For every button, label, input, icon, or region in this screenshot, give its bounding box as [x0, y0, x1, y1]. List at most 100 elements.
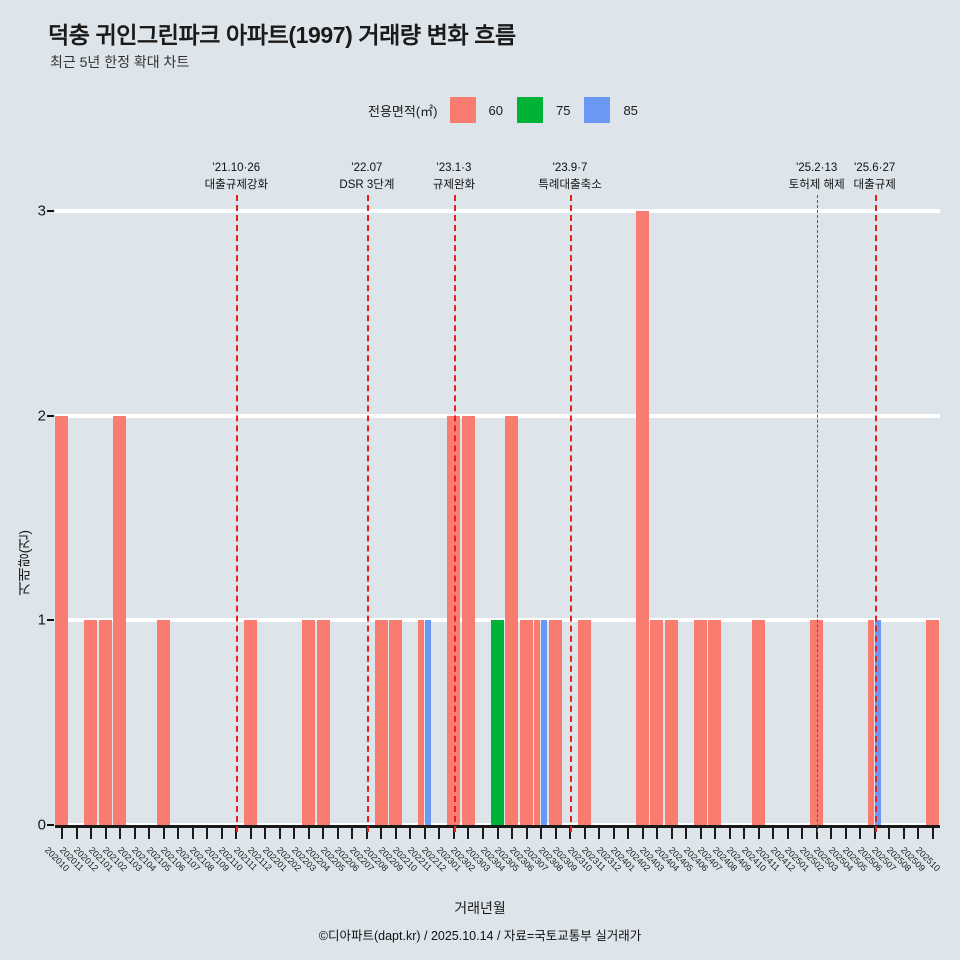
x-axis-tick-mark: [467, 827, 470, 839]
x-axis-tick-mark: [699, 827, 702, 839]
x-axis-tick-mark: [220, 827, 223, 839]
bar[interactable]: [316, 620, 330, 825]
y-axis-tick-mark: [47, 824, 54, 826]
x-axis-tick-mark: [801, 827, 804, 839]
x-axis-tick-mark: [656, 827, 659, 839]
event-line: [874, 195, 877, 832]
x-axis-tick-mark: [511, 827, 513, 839]
event-name: 대출규제강화: [204, 179, 269, 191]
x-axis-tick-mark: [496, 827, 499, 839]
event-label: '23.1·3 규제완화: [433, 160, 475, 194]
legend-item-60[interactable]: 60: [449, 97, 503, 123]
bar[interactable]: [374, 620, 388, 825]
x-axis-tick-mark: [423, 827, 426, 839]
x-axis-tick-mark: [525, 827, 528, 839]
x-axis-tick-mark: [380, 827, 383, 839]
chart-legend: 전용면적(㎡) 60 75 85: [368, 97, 652, 123]
bar[interactable]: [577, 620, 591, 825]
bar[interactable]: [244, 620, 258, 825]
x-axis-tick-mark: [757, 827, 760, 839]
chart-footer: ©디아파트(dapt.kr) / 2025.10.14 / 자료=국토교통부 실…: [318, 929, 642, 943]
y-axis-tick-mark: [47, 210, 54, 212]
legend-swatch-60: [449, 97, 476, 123]
bar[interactable]: [867, 620, 875, 825]
bar[interactable]: [534, 620, 541, 825]
legend-label-85: 85: [623, 102, 638, 118]
x-axis-tick-mark: [351, 827, 354, 839]
bar[interactable]: [490, 620, 504, 825]
bar[interactable]: [447, 415, 461, 825]
x-axis-tick-mark: [336, 827, 339, 839]
event-date: '21.10·26: [212, 162, 261, 174]
y-axis-tick-label: 3: [37, 202, 46, 220]
x-axis-tick-mark: [278, 827, 281, 839]
x-axis-tick-mark: [583, 827, 586, 839]
legend-swatch-75: [516, 97, 543, 123]
bar[interactable]: [424, 620, 432, 825]
y-axis-title: 거래량(건): [16, 530, 32, 596]
legend-title: 전용면적(㎡): [368, 103, 438, 119]
x-axis-tick-mark: [481, 827, 484, 839]
x-axis-tick-mark: [931, 827, 934, 839]
legend-item-85[interactable]: 85: [584, 97, 638, 123]
x-axis-tick-mark: [394, 827, 397, 839]
chart-title: 덕충 귀인그린파크 아파트(1997) 거래량 변화 흐름: [48, 22, 516, 48]
bar[interactable]: [541, 620, 548, 825]
bar[interactable]: [156, 620, 171, 825]
bar[interactable]: [650, 620, 664, 825]
bar[interactable]: [635, 211, 649, 825]
x-axis-tick-mark: [627, 827, 630, 839]
event-label: '25.2·13 토허제 해제: [789, 160, 845, 194]
x-axis-tick-mark: [598, 827, 601, 839]
x-axis-tick-mark: [902, 827, 905, 839]
x-axis-tick-mark: [830, 827, 833, 839]
x-axis-tick-mark: [540, 827, 543, 839]
x-axis-tick-mark: [569, 827, 572, 839]
bar[interactable]: [418, 620, 425, 825]
bar[interactable]: [505, 415, 519, 825]
gridline: [55, 209, 940, 213]
bar[interactable]: [84, 620, 98, 825]
x-axis-tick-mark: [264, 827, 267, 839]
gridline: [55, 413, 940, 418]
x-axis-tick-mark: [409, 827, 412, 839]
bar[interactable]: [751, 620, 765, 825]
x-axis-tick-mark: [641, 827, 644, 839]
bar[interactable]: [98, 620, 112, 825]
x-axis-tick-mark: [612, 827, 615, 839]
x-axis-tick-mark: [119, 827, 122, 839]
bar[interactable]: [925, 620, 939, 825]
y-axis-tick-label: 0: [37, 816, 46, 834]
x-axis-tick-mark: [438, 827, 441, 839]
bar[interactable]: [809, 620, 823, 825]
bar[interactable]: [693, 620, 707, 825]
bar[interactable]: [302, 620, 316, 825]
bar[interactable]: [548, 620, 562, 825]
x-axis-tick-mark: [670, 827, 673, 839]
bar[interactable]: [389, 620, 403, 825]
x-axis-tick-mark: [786, 827, 789, 839]
bar[interactable]: [113, 415, 127, 825]
event-line: [236, 195, 239, 832]
bar[interactable]: [519, 620, 533, 825]
x-axis-tick-mark: [104, 827, 107, 839]
bar[interactable]: [708, 620, 722, 825]
bar[interactable]: [874, 620, 881, 825]
x-axis-tick-mark: [728, 827, 731, 839]
bar[interactable]: [55, 415, 69, 825]
event-date: '23.9·7: [552, 162, 588, 174]
x-axis-tick-mark: [61, 827, 64, 839]
x-axis-tick-mark: [844, 827, 847, 839]
event-label: '22.07 DSR 3단계: [339, 160, 394, 194]
legend-item-75[interactable]: 75: [516, 97, 570, 123]
x-axis-tick-mark: [235, 827, 238, 839]
chart-subtitle: 최근 5년 한정 확대 차트: [50, 54, 190, 70]
x-axis-tick-mark: [148, 827, 151, 839]
x-axis-tick-mark: [772, 827, 775, 839]
x-axis-tick-mark: [714, 827, 717, 839]
bar[interactable]: [664, 620, 678, 825]
x-axis-tick-mark: [206, 827, 209, 839]
x-axis-tick-mark: [293, 827, 296, 839]
bar[interactable]: [461, 415, 475, 825]
event-name: 규제완화: [432, 179, 476, 191]
